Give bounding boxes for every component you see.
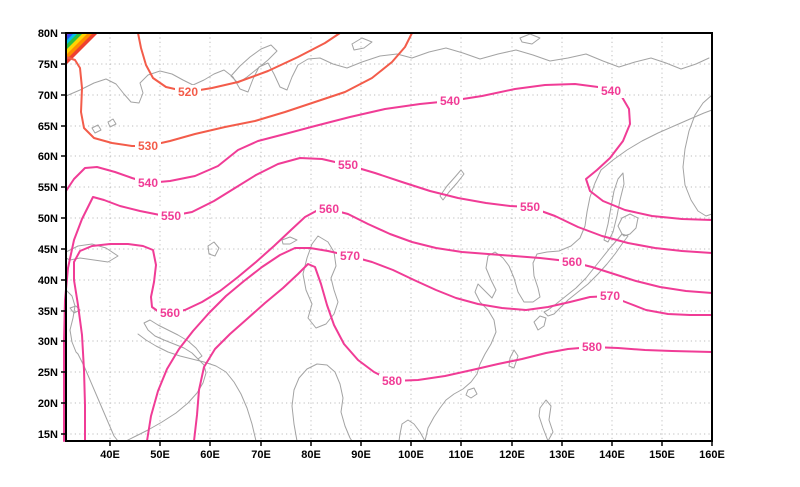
contour-label-gap xyxy=(316,202,342,216)
x-axis-tick-label: 80E xyxy=(301,449,321,461)
coastline xyxy=(603,172,625,243)
x-axis-tick-label: 130E xyxy=(549,449,575,461)
coastline xyxy=(65,289,79,355)
contour-label-550: 550 xyxy=(338,158,358,172)
coastline xyxy=(69,305,81,314)
contour-label-gap xyxy=(379,374,405,388)
contour-label-gap xyxy=(335,158,361,172)
coastline xyxy=(538,399,554,442)
x-axis-tick-label: 160E xyxy=(699,449,725,461)
x-axis-tick-label: 120E xyxy=(499,449,525,461)
contour-label-520: 520 xyxy=(178,85,198,99)
y-axis-tick-label: 35N xyxy=(38,306,58,318)
contour-label-gap xyxy=(337,249,363,263)
contour-line-530 xyxy=(65,32,413,147)
contour-label-540: 540 xyxy=(138,176,158,190)
y-axis-tick-label: 70N xyxy=(38,90,58,102)
coastline xyxy=(519,33,541,45)
coastline xyxy=(424,169,602,442)
coastline xyxy=(91,124,102,134)
contour-line-580 xyxy=(193,263,713,442)
contour-label-gap xyxy=(598,84,624,98)
coastline xyxy=(533,315,547,331)
y-axis-tick-label: 15N xyxy=(38,429,58,441)
x-axis-tick-label: 150E xyxy=(649,449,675,461)
coastline xyxy=(617,213,639,237)
contour-label-540: 540 xyxy=(440,94,460,108)
coastline xyxy=(508,349,519,369)
contour-label-530: 530 xyxy=(138,139,158,153)
y-axis-tick-label: 45N xyxy=(38,244,58,256)
coastline xyxy=(465,387,478,399)
contour-label-570: 570 xyxy=(340,249,360,263)
contour-label-550: 550 xyxy=(161,209,181,223)
coastline xyxy=(439,169,465,201)
contour-label-560: 560 xyxy=(160,306,180,320)
coastline xyxy=(207,241,220,257)
x-axis-tick-label: 70E xyxy=(251,449,271,461)
x-axis-tick-label: 40E xyxy=(100,449,120,461)
y-axis-tick-label: 50N xyxy=(38,213,58,225)
y-axis-tick-label: 25N xyxy=(38,367,58,379)
contour-label-580: 580 xyxy=(582,340,602,354)
contour-label-gap xyxy=(135,176,161,190)
coastline xyxy=(77,353,119,442)
contour-label-gap xyxy=(135,139,161,153)
contour-label-gap xyxy=(559,255,585,269)
contour-label-560: 560 xyxy=(319,202,339,216)
coastline xyxy=(543,233,629,317)
contour-label-550: 550 xyxy=(520,200,540,214)
contour-line-560 xyxy=(73,208,713,442)
coastline xyxy=(281,236,298,245)
x-axis-tick-label: 90E xyxy=(351,449,371,461)
map-frame xyxy=(65,32,713,442)
y-axis-tick-label: 40N xyxy=(38,275,58,287)
contour-label-560: 560 xyxy=(562,255,582,269)
coastline xyxy=(291,363,353,442)
coastline xyxy=(125,358,207,442)
y-axis-tick-label: 20N xyxy=(38,398,58,410)
contour-label-gap xyxy=(157,306,183,320)
contour-label-gap xyxy=(597,289,623,303)
contour-label-gap xyxy=(517,200,543,214)
coastline xyxy=(351,37,373,51)
x-axis-tick-label: 50E xyxy=(150,449,170,461)
contour-label-580: 580 xyxy=(382,374,402,388)
x-axis-tick-label: 60E xyxy=(200,449,220,461)
contour-label-gap xyxy=(158,209,184,223)
y-axis-tick-label: 65N xyxy=(38,121,58,133)
coastline xyxy=(143,319,203,360)
contour-label-gap xyxy=(437,94,463,108)
y-axis-tick-label: 75N xyxy=(38,59,58,71)
y-axis-tick-label: 30N xyxy=(38,336,58,348)
coastline xyxy=(137,333,257,442)
coastline xyxy=(398,419,426,442)
y-axis-tick-label: 55N xyxy=(38,182,58,194)
y-axis-tick-label: 80N xyxy=(38,28,58,40)
contour-label-gap xyxy=(579,340,605,354)
coastline xyxy=(682,94,713,217)
coastline xyxy=(65,47,710,104)
coastline xyxy=(600,109,713,171)
coastline xyxy=(107,118,117,128)
x-axis-tick-label: 140E xyxy=(599,449,625,461)
x-axis-tick-label: 110E xyxy=(448,449,473,461)
contour-label-570: 570 xyxy=(600,289,620,303)
x-axis-tick-label: 100E xyxy=(398,449,424,461)
y-axis-tick-label: 60N xyxy=(38,151,58,163)
contour-label-540: 540 xyxy=(601,84,621,98)
contour-line-550 xyxy=(63,157,713,442)
contour-label-gap xyxy=(175,85,201,99)
